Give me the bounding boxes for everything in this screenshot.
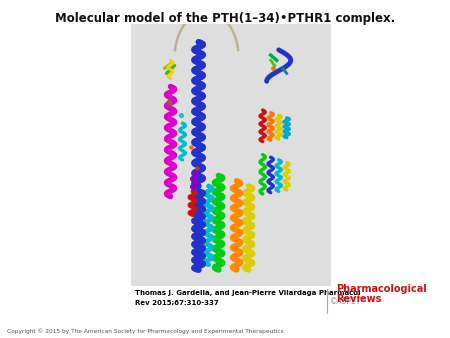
Point bbox=[187, 144, 194, 149]
Point bbox=[177, 113, 184, 118]
Text: Reviews: Reviews bbox=[337, 294, 382, 304]
Text: Copyright © 2015 by The American Society for Pharmacology and Experimental Thera: Copyright © 2015 by The American Society… bbox=[7, 328, 284, 334]
Text: ©ASPET: ©ASPET bbox=[330, 297, 362, 306]
Point bbox=[193, 165, 200, 170]
Text: Molecular model of the PTH(1–34)•PTHR1 complex.: Molecular model of the PTH(1–34)•PTHR1 c… bbox=[55, 12, 395, 25]
Point bbox=[269, 66, 276, 71]
Text: Thomas J. Gardella, and Jean-Pierre Vilardaga Pharmacol: Thomas J. Gardella, and Jean-Pierre Vila… bbox=[135, 290, 360, 296]
Text: Pharmacological: Pharmacological bbox=[337, 284, 428, 294]
Text: Rev 2015;67:310-337: Rev 2015;67:310-337 bbox=[135, 300, 219, 306]
Point bbox=[165, 99, 172, 105]
